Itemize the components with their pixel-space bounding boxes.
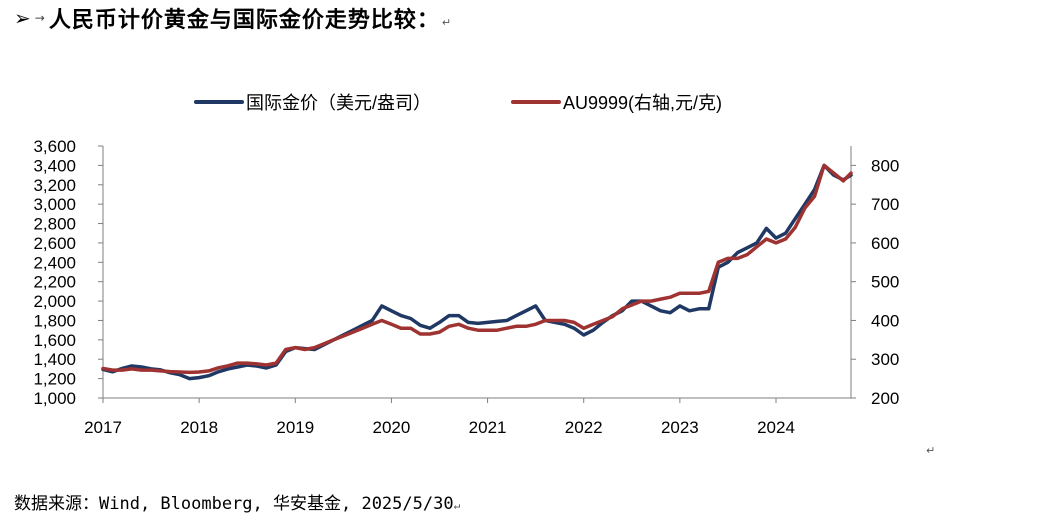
x-tick-label: 2020 (373, 418, 411, 437)
x-tick-label: 2021 (469, 418, 507, 437)
source-note: 数据来源：Wind, Bloomberg, 华安基金, 2025/5/30↵ (14, 489, 460, 514)
y-tick-label: 1,200 (33, 370, 76, 389)
y-tick-label: 2,400 (33, 253, 76, 272)
y2-tick-label: 700 (871, 195, 899, 214)
y-tick-label: 2,000 (33, 292, 76, 311)
y-tick-label: 2,800 (33, 215, 76, 234)
y-tick-label: 1,800 (33, 311, 76, 330)
arrow-bullet-icon: ➢ (14, 6, 31, 30)
paragraph-mark-icon: ↵ (453, 499, 461, 512)
y-tick-label: 1,400 (33, 350, 76, 369)
legend: 国际金价（美元/盎司） AU9999(右轴,元/克) (194, 93, 722, 113)
paragraph-mark-icon: ↵ (926, 444, 936, 457)
right-axis: 200 300 400 500 600 700 800 (850, 146, 899, 408)
y-tick-label: 3,400 (33, 156, 76, 175)
y-tick-label: 2,600 (33, 234, 76, 253)
x-axis: 2017 2018 2019 2020 2021 2022 2023 2024 (84, 397, 851, 437)
y-tick-label: 3,200 (33, 176, 76, 195)
y-tick-label: 1,600 (33, 331, 76, 350)
y2-tick-label: 400 (871, 311, 899, 330)
source-text: 数据来源：Wind, Bloomberg, 华安基金, 2025/5/30 (14, 494, 454, 514)
x-tick-label: 2024 (757, 418, 795, 437)
chart-heading: 人民币计价黄金与国际金价走势比较： (48, 7, 440, 33)
y-tick-label: 3,000 (33, 195, 76, 214)
x-tick-label: 2018 (180, 418, 218, 437)
left-axis: 1,0001,2001,4001,6001,8002,0002,2002,400… (33, 137, 104, 408)
y2-tick-label: 800 (871, 156, 899, 175)
legend-label-au9999: AU9999(右轴,元/克) (563, 93, 722, 113)
y2-tick-label: 300 (871, 350, 899, 369)
series-line-international-gold (101, 163, 853, 381)
x-tick-label: 2017 (84, 418, 122, 437)
y-tick-label: 3,600 (33, 137, 76, 156)
x-tick-label: 2023 (661, 418, 699, 437)
y-tick-label: 2,200 (33, 273, 76, 292)
x-tick-label: 2019 (276, 418, 314, 437)
heading: ➢ → 人民币计价黄金与国际金价走势比较： ↵ (14, 3, 451, 33)
y-tick-label: 1,000 (33, 389, 76, 408)
y2-tick-label: 200 (871, 389, 899, 408)
paragraph-mark-icon: ↵ (441, 16, 452, 29)
series-line-au9999 (101, 163, 853, 375)
y2-tick-label: 600 (871, 234, 899, 253)
x-tick-label: 2022 (565, 418, 603, 437)
legend-label-international-gold: 国际金价（美元/盎司） (246, 93, 431, 113)
tab-arrow-icon: → (34, 11, 45, 25)
plot-area (101, 163, 853, 381)
y2-tick-label: 500 (871, 273, 899, 292)
